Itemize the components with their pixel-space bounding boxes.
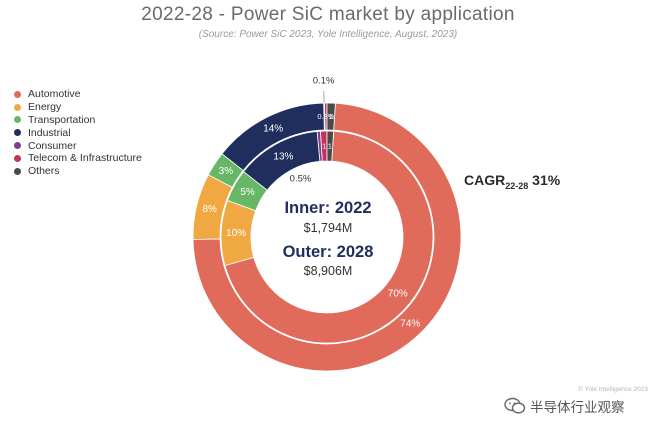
legend-item-energy: Energy	[14, 101, 142, 114]
inner-total-label: $1,794M	[304, 221, 353, 235]
legend-label: Consumer	[28, 139, 77, 152]
outer-label-transportation: 3%	[219, 166, 234, 177]
legend-item-transportation: Transportation	[14, 114, 142, 127]
wechat-icon	[504, 397, 526, 414]
legend-swatch	[14, 154, 21, 162]
legend-item-consumer: Consumer	[14, 139, 142, 152]
outer-total-label: $8,906M	[304, 264, 353, 278]
legend-swatch	[14, 90, 21, 98]
wechat-watermark: 半导体行业观察	[504, 396, 625, 416]
cagr-text: CAGR	[464, 172, 506, 188]
outer-label-consumer: 0.1%	[313, 76, 335, 87]
legend-item-telecom-and-infrastructure: Telecom & Infrastructure	[14, 152, 142, 165]
cagr-annotation: CAGR22-28 31%	[464, 172, 560, 191]
inner-label-industrial: 13%	[273, 152, 293, 163]
inner-label-automotive: 70%	[388, 289, 408, 300]
legend-label: Automotive	[28, 88, 81, 101]
legend-swatch	[14, 129, 21, 137]
inner-year-label: Inner: 2022	[284, 199, 371, 217]
outer-slice-others	[326, 102, 336, 131]
outer-slice-energy	[192, 174, 233, 240]
chart-subtitle: (Source: Power SiC 2023, Yole Intelligen…	[198, 29, 458, 40]
legend-label: Others	[28, 165, 60, 178]
outer-label-industrial: 14%	[263, 124, 283, 135]
outer-label-automotive: 74%	[400, 319, 420, 330]
legend-item-others: Others	[14, 165, 142, 178]
slice-labels: 10.5%13%5%10%70%10.3%0.1%14%3%8%74%1	[202, 76, 420, 330]
inner-label-telecom-and-infrastructure: 1	[322, 142, 326, 151]
center-labels: Inner: 2022 $1,794M Outer: 2028 $8,906M	[283, 199, 374, 278]
legend-swatch	[14, 142, 21, 150]
inner-label-transportation: 5%	[240, 187, 255, 198]
legend-swatch	[14, 116, 21, 124]
wechat-label: 半导体行业观察	[530, 400, 625, 416]
legend-swatch	[14, 103, 21, 111]
legend-label: Transportation	[28, 113, 96, 126]
outer-year-label: Outer: 2028	[283, 243, 374, 261]
chart-title: 2022-28 - Power SiC market by applicatio…	[141, 4, 515, 25]
inner-slice-transportation	[226, 171, 268, 212]
donut-rings	[192, 102, 462, 372]
legend-swatch	[14, 167, 21, 175]
legend: Automotive Energy Transportation Industrial…	[14, 88, 142, 178]
inner-slice-automotive	[224, 130, 434, 344]
cagr-value: 31%	[528, 172, 561, 188]
legend-item-automotive: Automotive	[14, 88, 142, 101]
copyright-watermark: © Yole Intelligence 2023	[578, 386, 648, 393]
inner-label-others: 1	[328, 142, 332, 151]
outer-label-others: 1	[329, 112, 333, 121]
legend-item-industrial: Industrial	[14, 126, 142, 139]
inner-slice-energy	[220, 199, 257, 267]
outer-slice-automotive	[192, 102, 462, 372]
legend-label: Telecom & Infrastructure	[28, 152, 142, 165]
cagr-period: 22-28	[505, 180, 529, 191]
inner-slice-others	[326, 130, 335, 162]
legend-label: Energy	[28, 101, 62, 114]
legend-label: Industrial	[28, 126, 71, 139]
inner-label-consumer: 0.5%	[290, 173, 312, 184]
outer-label-energy: 8%	[202, 204, 217, 215]
outer-label-telecom-and-infrastructure: 0.3%	[317, 112, 334, 121]
inner-slice-industrial	[242, 131, 321, 191]
outer-slice-industrial	[221, 102, 325, 172]
inner-label-energy: 10%	[226, 228, 246, 239]
